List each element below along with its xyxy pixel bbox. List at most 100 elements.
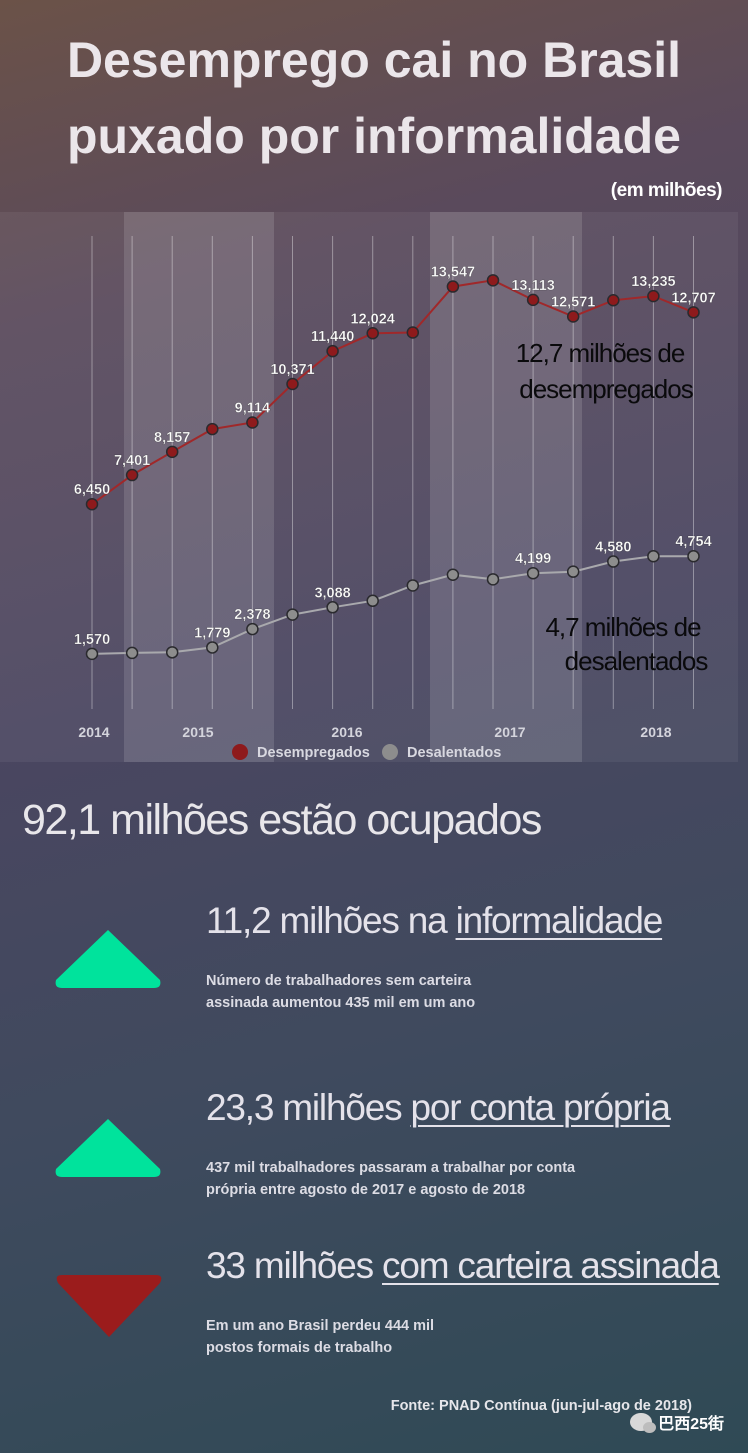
stat-link[interactable]: informalidade	[455, 900, 664, 941]
data-point	[687, 306, 700, 319]
data-label: 11,440	[311, 329, 355, 345]
data-label: 4,199	[515, 551, 551, 567]
data-label: 7,401	[114, 453, 150, 469]
series-line-desalentados	[91, 555, 694, 655]
data-point	[85, 497, 99, 511]
source-note: Fonte: PNAD Contínua (jun-jul-ago de 201…	[390, 1398, 692, 1414]
data-point	[366, 327, 379, 340]
chart-title: Desemprego cai no Brasil puxado por info…	[0, 22, 748, 174]
down-arrow-shape	[56, 1275, 162, 1337]
data-point	[687, 549, 700, 563]
up-arrow-icon	[55, 1119, 161, 1177]
desc-line-2: assinada aumentou 435 mil em um ano	[206, 995, 476, 1011]
desc-line-1: Em um ano Brasil perdeu 444 mil	[206, 1318, 435, 1334]
data-point	[406, 326, 420, 339]
data-point	[446, 280, 460, 293]
stat-link[interactable]: com carteira assinada	[382, 1245, 720, 1286]
data-point	[286, 377, 299, 391]
x-tick-label: 2015	[182, 724, 213, 740]
annotation-desempregados: desempregados	[519, 374, 693, 404]
data-point	[486, 274, 500, 287]
data-label: 1,570	[74, 632, 110, 648]
data-label: 12,571	[551, 294, 595, 310]
data-point	[406, 579, 420, 592]
legend-label: Desalentados	[407, 745, 501, 761]
data-point	[446, 568, 460, 581]
x-tick-label: 2014	[78, 724, 109, 740]
data-label: 12,024	[351, 311, 395, 327]
data-label: 1,779	[194, 625, 230, 641]
data-point	[125, 468, 139, 482]
stat-description: Número de trabalhadores sem carteira assi…	[206, 970, 626, 1014]
plot-background	[0, 212, 738, 762]
data-point	[246, 622, 259, 636]
stat-description: 437 mil trabalhadores passaram a trabalh…	[206, 1157, 626, 1201]
data-point	[647, 289, 660, 303]
stat-value: 33 milhões	[206, 1245, 383, 1286]
x-tick-label: 2016	[331, 724, 362, 740]
annotation-desalentados: desalentados	[565, 646, 709, 676]
data-label: 13,547	[431, 265, 475, 281]
up-arrow-icon	[55, 930, 161, 988]
watermark-text: 巴西25街	[658, 1416, 724, 1433]
down-arrow-icon	[56, 1275, 162, 1337]
title-line-1: Desemprego cai no Brasil	[66, 32, 682, 88]
data-label: 2,378	[234, 607, 270, 623]
legend-label: Desempregados	[257, 745, 370, 761]
data-label: 10,371	[270, 362, 314, 378]
annotation-desalentados: 4,7 milhões de	[545, 612, 701, 642]
data-point	[246, 416, 259, 429]
data-label: 9,114	[235, 401, 271, 417]
data-point	[566, 310, 580, 323]
data-point	[607, 294, 620, 307]
data-label: 4,580	[595, 540, 631, 556]
data-point	[85, 647, 99, 661]
desc-line-1: Número de trabalhadores sem carteira	[206, 973, 472, 989]
data-point	[366, 594, 379, 608]
data-label: 12,707	[671, 290, 715, 306]
desc-line-2: postos formais de trabalho	[206, 1340, 393, 1356]
up-arrow-shape	[55, 930, 161, 988]
stat-description: Em um ano Brasil perdeu 444 mil postos fo…	[206, 1315, 626, 1359]
desc-line-1: 437 mil trabalhadores passaram a trabalh…	[206, 1160, 576, 1176]
data-label: 3,088	[314, 585, 350, 601]
data-label: 6,450	[74, 482, 110, 498]
data-point	[486, 573, 500, 586]
stat-value: 23,3 milhões	[206, 1087, 411, 1128]
data-point	[165, 445, 179, 459]
wechat-icon	[630, 1413, 657, 1433]
up-arrow-shape	[55, 1119, 161, 1177]
x-tick-label: 2018	[640, 724, 671, 740]
data-point	[125, 646, 139, 660]
desc-line-2: própria entre agosto de 2017 e agosto de…	[206, 1182, 526, 1198]
data-point	[647, 549, 660, 563]
x-tick-label: 2017	[494, 724, 525, 740]
data-point	[326, 601, 339, 614]
legend-swatch	[382, 744, 398, 760]
stat-link[interactable]: por conta própria	[410, 1087, 671, 1128]
stat-heading: 23,3 milhões por conta própria	[206, 1087, 671, 1129]
data-point	[286, 608, 299, 621]
data-point	[206, 641, 219, 654]
stat-value: 11,2 milhões na	[206, 900, 456, 941]
stat-heading: 33 milhões com carteira assinada	[206, 1245, 720, 1287]
annotation-desempregados: 12,7 milhões de	[516, 338, 685, 368]
stat-heading: 11,2 milhões na informalidade	[206, 900, 664, 942]
data-point	[165, 646, 179, 659]
data-point	[526, 293, 540, 307]
data-point	[566, 565, 580, 578]
data-label: 8,157	[154, 430, 190, 446]
unit-label: (em milhões)	[610, 180, 723, 201]
data-point	[526, 566, 540, 580]
data-point	[326, 344, 339, 358]
title-line-2: puxado por informalidade	[67, 108, 681, 164]
data-label: 4,754	[675, 534, 711, 550]
data-point	[206, 422, 219, 436]
watermark: 巴西25街	[630, 1410, 724, 1434]
headline-employed: 92,1 milhões estão ocupados	[22, 796, 542, 844]
data-point	[607, 555, 620, 568]
data-label: 13,113	[511, 278, 555, 294]
year-band-2017	[430, 212, 582, 762]
legend-swatch	[232, 744, 248, 760]
